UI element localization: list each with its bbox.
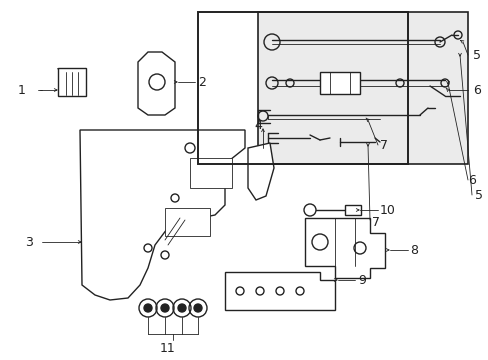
- Polygon shape: [247, 143, 273, 200]
- Text: 7: 7: [379, 139, 387, 152]
- Bar: [198, 12, 407, 164]
- Circle shape: [178, 304, 185, 312]
- Polygon shape: [305, 218, 384, 278]
- Bar: [319, 72, 359, 94]
- Text: 10: 10: [379, 203, 395, 216]
- Text: 6: 6: [472, 84, 480, 96]
- Circle shape: [161, 304, 169, 312]
- Circle shape: [194, 304, 202, 312]
- Text: 2: 2: [198, 76, 205, 89]
- Circle shape: [143, 304, 152, 312]
- Polygon shape: [138, 52, 175, 115]
- Text: 1: 1: [18, 84, 26, 96]
- Text: 8: 8: [409, 243, 417, 257]
- Text: 5: 5: [474, 189, 482, 202]
- Text: 4: 4: [254, 118, 262, 131]
- Text: 6: 6: [467, 174, 475, 186]
- Bar: [345, 205, 360, 215]
- Text: 11: 11: [160, 342, 176, 355]
- Text: 3: 3: [25, 235, 33, 248]
- Text: 5: 5: [472, 49, 480, 62]
- Polygon shape: [224, 272, 334, 310]
- Bar: [258, 12, 467, 164]
- Text: 9: 9: [357, 274, 365, 287]
- Bar: [164, 208, 209, 236]
- Bar: [190, 158, 231, 188]
- Text: 7: 7: [371, 216, 379, 229]
- Bar: [58, 68, 86, 96]
- Polygon shape: [80, 130, 244, 300]
